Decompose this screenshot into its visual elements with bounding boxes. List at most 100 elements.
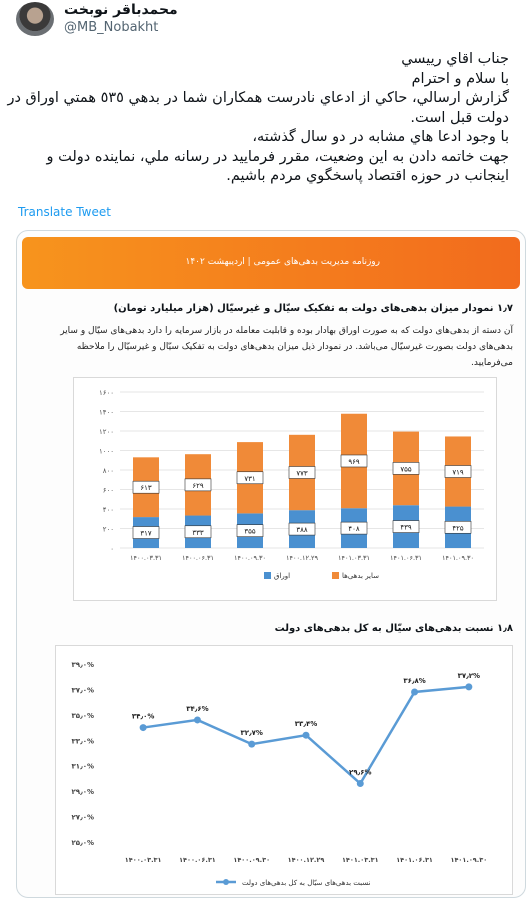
data-label-box: [340, 454, 368, 468]
data-label-box: [392, 520, 420, 533]
legend-label: سایر بدهی‌ها: [342, 572, 379, 580]
data-label: ۳۵۵: [244, 528, 256, 536]
data-point: [411, 688, 419, 696]
y-tick-label: ۶۰۰: [103, 487, 114, 495]
y-tick-label: ۲۹٫۰%: [72, 788, 94, 796]
y-tick-label: ۱۴۰۰: [99, 409, 114, 417]
y-tick-label: ۳۵٫۰%: [72, 712, 94, 720]
tweet-line: دولت قبل است.: [410, 109, 509, 126]
data-point: [356, 780, 364, 788]
data-point: [193, 716, 201, 724]
data-label: ۷۵۵: [400, 465, 412, 473]
data-label: ۳۴٫۶%: [186, 705, 208, 713]
data-label-box: [184, 478, 212, 492]
y-tick-label: ۸۰۰: [103, 467, 114, 475]
tweet-line: گزارش ارسالي، حاكي از ادعاي نادرست همكار…: [7, 90, 509, 106]
data-label: ۲۹٫۶%: [349, 769, 371, 777]
stacked-bar-chart-frame: ۰ ۲۰۰ ۴۰۰ ۶۰۰ ۸۰۰ ۱۰۰۰ ۱۲۰۰ ۱۴۰۰ ۱۶۰۰ ۳۱۷ ۶۱۳ ۱۴۰۰.…: [73, 377, 497, 601]
y-tick-label: ۱۰۰۰: [99, 448, 114, 456]
section-title-stacked-chart: ۱٫۷ نمودار میزان بدهی‌های دولت به تفکیک …: [113, 303, 513, 314]
user-handle[interactable]: @MB_Nobakht: [64, 20, 159, 35]
data-label: ۳۳٫۴%: [295, 720, 317, 728]
data-point: [465, 683, 473, 691]
data-label: ۷۳۱: [244, 475, 255, 483]
tweet-line: با سلام و احترام: [411, 70, 509, 87]
data-label: ۴۲۵: [452, 524, 464, 532]
legend-swatch-other: [332, 572, 339, 579]
x-tick-label: ۱۴۰۰.۱۲.۲۹: [288, 856, 325, 864]
x-tick-label: ۱۴۰۱.۰۳.۳۱: [342, 856, 379, 864]
line-chart: ۲۵٫۰% ۲۷٫۰% ۲۹٫۰% ۳۱٫۰% ۳۳٫۰% ۳۵٫۰% ۳۷٫۰% ۳۹٫۰%…: [72, 661, 488, 887]
y-tick-label: ۳۷٫۰%: [72, 686, 94, 694]
data-label: ۳۱۷: [140, 530, 152, 538]
y-tick-label: ۲۷٫۰%: [72, 814, 94, 822]
data-label: ۴۰۸: [348, 525, 360, 533]
y-tick-label: ۱۶۰۰: [99, 389, 114, 397]
x-tick-label: ۱۴۰۰.۰۳.۳۱: [125, 856, 162, 864]
translate-tweet-link[interactable]: Translate Tweet: [18, 205, 111, 219]
stacked-bar-chart: ۰ ۲۰۰ ۴۰۰ ۶۰۰ ۸۰۰ ۱۰۰۰ ۱۲۰۰ ۱۴۰۰ ۱۶۰۰ ۳۱۷ ۶۱۳ ۱۴۰۰.…: [99, 389, 484, 580]
y-tick-label: ۳۹٫۰%: [72, 661, 94, 669]
data-label: ۳۲٫۷%: [240, 729, 262, 737]
legend-swatch-bonds: [264, 572, 271, 579]
data-label: ۴۳۹: [400, 524, 412, 532]
data-label: ۹۶۹: [348, 458, 360, 466]
data-label-box: [236, 471, 264, 485]
legend-label: نسبت بدهی‌های سیّال به کل بدهی‌های دولت: [242, 879, 371, 887]
legend-label: اوراق: [274, 572, 290, 580]
data-label: ۷۱۹: [452, 469, 464, 477]
x-tick-label: ۱۴۰۰.۰۹.۳۰: [233, 856, 270, 864]
y-tick-label: ۲۰۰: [103, 526, 114, 534]
display-name[interactable]: محمدباقر نوبخت: [64, 2, 178, 18]
data-point: [302, 731, 310, 739]
y-tick-label: ۳۱٫۰%: [72, 763, 94, 771]
data-label-box: [288, 522, 316, 536]
x-tick-label: ۱۴۰۱.۰۹.۳۰: [451, 856, 488, 864]
data-point: [139, 724, 147, 732]
data-label: ۳۸۸: [296, 526, 308, 534]
tweet-image[interactable]: روزنامه مدیریت بدهی‌های عمومی | اردیبهشت…: [16, 230, 526, 898]
data-label-box: [132, 526, 160, 539]
y-tick-label: ۳۳٫۰%: [72, 737, 94, 745]
x-tick-label: ۱۴۰۰.۰۶.۳۱: [179, 856, 216, 864]
report-banner: روزنامه مدیریت بدهی‌های عمومی | اردیبهشت…: [22, 237, 520, 289]
data-label-box: [444, 465, 472, 478]
data-label-box: [132, 480, 160, 494]
avatar[interactable]: [16, 2, 54, 36]
data-label-box: [184, 525, 212, 539]
data-label-box: [340, 521, 368, 535]
tweet-line: اينجانب در حوزه اقتصاد پاسخگوي مردم باشي…: [226, 168, 509, 184]
x-tick-label: ۱۴۰۰.۰۳.۳۱: [130, 554, 162, 562]
data-label: ۳۴٫۰%: [132, 713, 154, 721]
data-label-box: [288, 466, 316, 479]
data-label-box: [236, 524, 264, 537]
data-label: ۷۷۳: [296, 469, 308, 477]
data-label: ۳۷٫۲%: [458, 672, 480, 680]
x-tick-label: ۱۴۰۰.۱۲.۲۹: [286, 554, 319, 562]
tweet-line: جناب اقاي رييسي: [401, 51, 509, 67]
section-paragraph: آن دسته از بدهی‌های دولت که به صورت اورا…: [60, 326, 513, 368]
tweet-text: جناب اقاي رييسي با سلام و احترام گزارش ا…: [7, 50, 509, 187]
data-label: ۳۶٫۸%: [403, 677, 425, 685]
y-tick-label: ۱۲۰۰: [99, 428, 114, 436]
tweet-header: محمدباقر نوبخت @MB_Nobakht: [0, 0, 529, 40]
tweet-line: با وجود ادعا هاي مشابه در دو سال گذشته،: [252, 129, 509, 145]
x-tick-label: ۱۴۰۰.۰۹.۳۰: [234, 554, 266, 562]
section-title-line-chart: ۱٫۸ نسبت بدهی‌های سیّال به کل بدهی‌های د…: [274, 623, 513, 634]
data-label-box: [444, 520, 472, 534]
x-tick-label: ۱۴۰۱.۰۳.۳۱: [338, 554, 370, 562]
y-tick-label: ۴۰۰: [103, 506, 114, 514]
data-label: ۶۱۳: [140, 484, 152, 492]
banner-text: روزنامه مدیریت بدهی‌های عمومی | اردیبهشت…: [185, 257, 380, 267]
legend-marker: [223, 879, 229, 885]
tweet-line: جهت خاتمه دادن به اين وضعيت، مقرر فرمايي…: [46, 148, 509, 165]
y-tick-label: ۰: [110, 545, 114, 553]
x-tick-label: ۱۴۰۱.۰۹.۳۰: [442, 554, 474, 562]
x-tick-label: ۱۴۰۱.۰۶.۳۱: [390, 554, 422, 562]
data-point: [248, 740, 256, 748]
x-tick-label: ۱۴۰۰.۰۶.۳۱: [182, 554, 214, 562]
y-tick-label: ۲۵٫۰%: [72, 839, 94, 847]
line-chart-frame: ۲۵٫۰% ۲۷٫۰% ۲۹٫۰% ۳۱٫۰% ۳۳٫۰% ۳۵٫۰% ۳۷٫۰% ۳۹٫۰%…: [55, 645, 513, 895]
data-label: ۶۲۹: [192, 482, 204, 490]
x-tick-label: ۱۴۰۱.۰۶.۳۱: [396, 856, 433, 864]
